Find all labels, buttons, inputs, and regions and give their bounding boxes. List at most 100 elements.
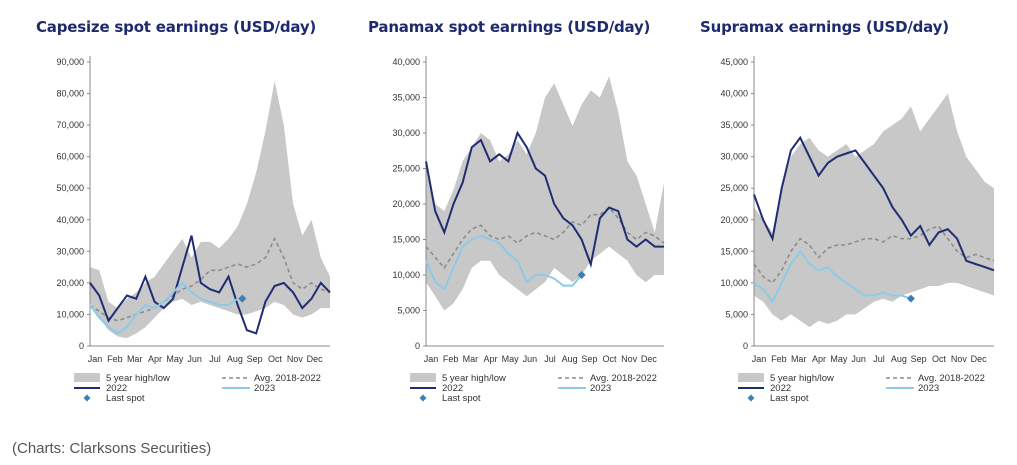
- legend-band-swatch: [74, 373, 100, 382]
- y-tick-label: 45,000: [720, 57, 748, 67]
- y-tick-label: 10,000: [392, 270, 420, 280]
- x-tick-label: Apr: [148, 354, 162, 364]
- x-tick-label: Apr: [483, 354, 497, 364]
- x-tick-label: Nov: [621, 354, 638, 364]
- x-tick-label: Aug: [562, 354, 578, 364]
- y-tick-label: 0: [79, 341, 84, 351]
- chart-svg: 0 5,000 10,000 15,000 20,000 25,000 30,000 35,0…: [392, 56, 665, 404]
- x-tick-label: Nov: [951, 354, 968, 364]
- legend-last-swatch: [83, 394, 91, 402]
- x-tick-label: Dec: [307, 354, 324, 364]
- legend-2023-label: 2023: [590, 383, 611, 394]
- y-tick-label: 20,000: [392, 199, 420, 209]
- source-caption: (Charts: Clarksons Securities): [12, 440, 212, 457]
- x-tick-label: Jul: [873, 354, 885, 364]
- y-tick-label: 10,000: [56, 309, 84, 319]
- legend-last-swatch: [747, 394, 755, 402]
- chart-svg: 0 10,000 20,000 30,000 40,000 50,000 60,000 70,…: [56, 56, 331, 404]
- y-tick-label: 20,000: [56, 278, 84, 288]
- legend-2022-label: 2022: [770, 383, 791, 394]
- x-tick-label: Sep: [247, 354, 263, 364]
- y-tick-label: 5,000: [725, 309, 748, 319]
- chart-panel-capesize: Capesize spot earnings (USD/day) 0 10,000…: [36, 18, 346, 418]
- series-avg-line: [89, 236, 331, 322]
- legend-avg-label: Avg. 2018-2022: [590, 373, 657, 384]
- y-tick-label: 80,000: [56, 89, 84, 99]
- x-tick-label: Sep: [581, 354, 597, 364]
- chart-title: Panamax spot earnings (USD/day): [368, 18, 651, 36]
- x-tick-label: Aug: [891, 354, 907, 364]
- last-spot-marker: [577, 271, 586, 279]
- x-tick-label: Jul: [209, 354, 221, 364]
- legend-2022-label: 2022: [106, 383, 127, 394]
- y-tick-label: 35,000: [392, 93, 420, 103]
- chart-svg: 0 5,000 10,000 15,000 20,000 25,000 30,000 35,0…: [720, 56, 995, 404]
- legend-2022-label: 2022: [442, 383, 463, 394]
- x-tick-label: Mar: [791, 354, 807, 364]
- y-tick-label: 60,000: [56, 152, 84, 162]
- y-tick-label: 40,000: [56, 215, 84, 225]
- legend-2023-label: 2023: [918, 383, 939, 394]
- legend-last-label: Last spot: [106, 393, 145, 404]
- x-tick-label: Jul: [544, 354, 556, 364]
- y-tick-label: 30,000: [392, 128, 420, 138]
- legend-last-swatch: [419, 394, 427, 402]
- y-tick-label: 25,000: [720, 183, 748, 193]
- high-low-band: [90, 80, 330, 339]
- x-tick-label: Oct: [932, 354, 947, 364]
- x-tick-label: Dec: [641, 354, 658, 364]
- x-tick-label: Jun: [851, 354, 866, 364]
- y-tick-label: 0: [743, 341, 748, 351]
- chart-panel-supramax: Supramax earnings (USD/day) 0 5,000 10,000…: [700, 18, 1010, 418]
- x-tick-label: Apr: [812, 354, 826, 364]
- y-tick-label: 0: [415, 341, 420, 351]
- series-2022-line: [89, 235, 331, 335]
- legend-band-swatch: [410, 373, 436, 382]
- x-tick-label: Jan: [88, 354, 103, 364]
- x-tick-label: Jan: [752, 354, 767, 364]
- x-tick-label: May: [502, 354, 520, 364]
- x-tick-label: Jun: [523, 354, 538, 364]
- x-tick-label: Mar: [463, 354, 479, 364]
- series-2023-line: [753, 249, 912, 304]
- y-tick-label: 15,000: [720, 246, 748, 256]
- series-2022-line: [425, 130, 664, 269]
- chart-panel-panamax: Panamax spot earnings (USD/day) 0 5,000 10…: [368, 18, 678, 418]
- legend-2023-label: 2023: [254, 383, 275, 394]
- series-2023-line: [425, 234, 583, 291]
- y-tick-label: 5,000: [397, 306, 420, 316]
- legend-band-label: 5 year high/low: [770, 373, 834, 384]
- y-tick-label: 40,000: [720, 89, 748, 99]
- y-tick-label: 50,000: [56, 183, 84, 193]
- legend-avg-label: Avg. 2018-2022: [918, 373, 985, 384]
- series-2023-line: [89, 281, 239, 335]
- last-spot-marker: [238, 294, 247, 303]
- x-tick-label: Oct: [268, 354, 283, 364]
- legend-band-swatch: [738, 373, 764, 382]
- x-tick-label: May: [166, 354, 184, 364]
- legend-band-label: 5 year high/low: [442, 373, 506, 384]
- y-tick-label: 70,000: [56, 120, 84, 130]
- y-tick-label: 10,000: [720, 278, 748, 288]
- high-low-band: [754, 93, 994, 328]
- legend-last-label: Last spot: [442, 393, 481, 404]
- x-tick-label: Nov: [287, 354, 304, 364]
- series-2022-line: [753, 135, 995, 272]
- x-tick-label: Feb: [771, 354, 787, 364]
- x-tick-label: Feb: [107, 354, 123, 364]
- chart-title: Supramax earnings (USD/day): [700, 18, 949, 36]
- y-tick-label: 35,000: [720, 120, 748, 130]
- chart-title: Capesize spot earnings (USD/day): [36, 18, 317, 36]
- x-tick-label: Oct: [602, 354, 617, 364]
- x-tick-label: Aug: [227, 354, 243, 364]
- y-tick-label: 30,000: [720, 152, 748, 162]
- legend-avg-label: Avg. 2018-2022: [254, 373, 321, 384]
- y-tick-label: 40,000: [392, 57, 420, 67]
- x-tick-label: Sep: [911, 354, 927, 364]
- x-tick-label: Feb: [443, 354, 459, 364]
- high-low-band: [426, 76, 664, 311]
- y-tick-label: 90,000: [56, 57, 84, 67]
- legend-last-label: Last spot: [770, 393, 809, 404]
- x-tick-label: Dec: [971, 354, 988, 364]
- y-tick-label: 25,000: [392, 164, 420, 174]
